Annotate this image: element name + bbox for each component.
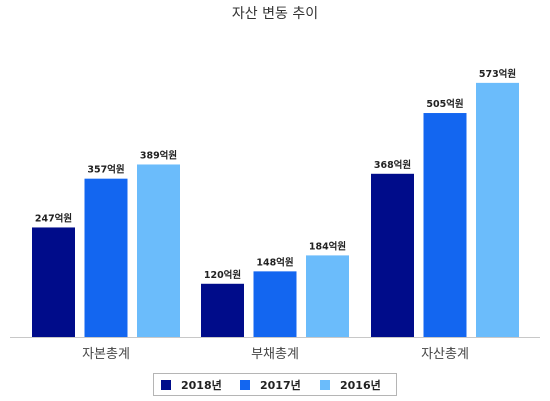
bar-1-3 <box>137 164 180 337</box>
bar-1-2 <box>84 178 128 337</box>
bar-2-1 <box>201 283 244 337</box>
bar-3-3 <box>476 82 519 337</box>
legend-swatch-3 <box>320 380 330 390</box>
category-labels: 자본총계 부채총계 자산총계 <box>82 347 469 362</box>
bar-3-1 <box>371 173 414 337</box>
legend-swatch-1 <box>161 380 171 390</box>
legend-label-3: 2016년 <box>340 378 381 392</box>
data-label-3-2: 505억원 <box>426 98 463 110</box>
data-label-3-1: 368억원 <box>374 159 411 171</box>
data-label-1-3: 389억원 <box>140 149 177 161</box>
category-label-1: 자본총계 <box>82 347 130 362</box>
legend: 2018년 2017년 2016년 <box>161 378 381 392</box>
data-label-2-3: 184억원 <box>309 240 346 252</box>
legend-label-2: 2017년 <box>260 378 301 392</box>
legend-box <box>153 373 397 396</box>
bar-2-3 <box>306 255 349 337</box>
category-label-2: 부채총계 <box>251 347 299 362</box>
data-label-2-2: 148억원 <box>256 256 293 268</box>
data-label-1-2: 357억원 <box>87 164 124 176</box>
bar-3-2 <box>423 113 467 337</box>
chart-title: 자산 변동 추이 <box>232 6 318 22</box>
legend-swatch-2 <box>240 380 250 390</box>
bar-1-1 <box>32 227 75 337</box>
bar-2-2 <box>253 271 297 337</box>
category-label-3: 자산총계 <box>421 347 469 362</box>
bars-layer: 247억원 357억원 389억원 120억원 148억원 184억원 368억원 505억원… <box>32 68 519 337</box>
data-label-1-1: 247억원 <box>35 212 72 224</box>
data-label-2-1: 120억원 <box>204 269 241 281</box>
data-label-3-3: 573억원 <box>479 68 516 80</box>
legend-label-1: 2018년 <box>181 378 222 392</box>
